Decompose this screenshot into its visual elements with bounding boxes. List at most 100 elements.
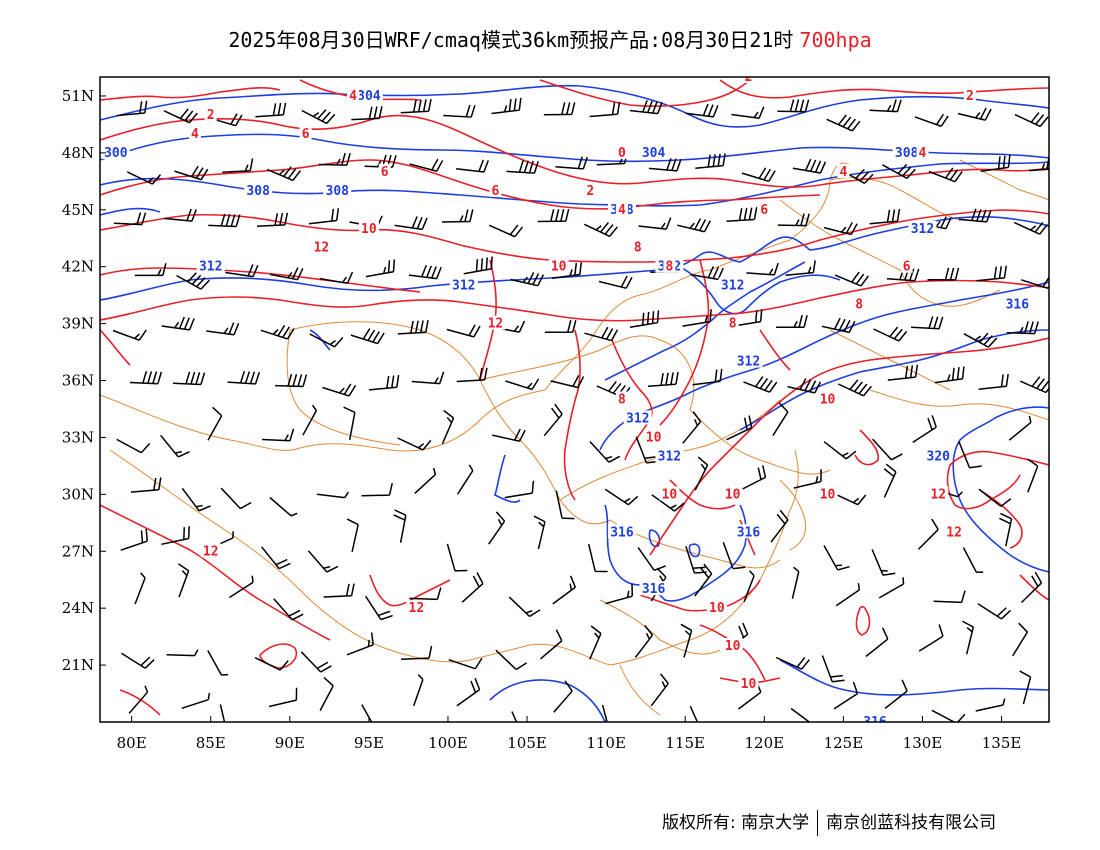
wind-barb (648, 158, 682, 172)
wind-barb-shape (1013, 221, 1048, 235)
temperature-contour-label: 2 (586, 184, 594, 199)
wind-barb (163, 108, 198, 124)
wind-barb-shape (408, 264, 442, 280)
temperature-contour-label-bg (817, 486, 838, 501)
wind-barb (790, 707, 820, 722)
wind-barb (393, 509, 407, 543)
temperature-contour-label-bg (837, 163, 850, 178)
wind-barb-shape (1027, 458, 1039, 493)
wind-barb-shape (837, 379, 872, 397)
wind-barb-shape (833, 681, 859, 710)
wind-barb (689, 705, 715, 722)
wind-barb (161, 526, 190, 546)
temperature-contour-label: 10 (709, 601, 725, 616)
lat-tick-label: 51N (62, 87, 94, 105)
wind-barb-shape (722, 542, 746, 570)
wind-barb-shape (492, 428, 526, 442)
wind-barb-shape (172, 371, 206, 386)
wind-barb (177, 563, 190, 598)
wind-barb-shape (629, 100, 663, 115)
wind-barb-shape (261, 428, 295, 442)
temperature-contour-label-bg (299, 125, 312, 140)
wind-barb (254, 657, 289, 671)
height-contour-label: 316 (863, 715, 887, 730)
wind-barb-shape (409, 587, 442, 601)
wind-barb (346, 632, 374, 656)
wind-barb (963, 332, 998, 348)
wind-barb-shape (977, 603, 1011, 620)
wind-barb-shape (128, 685, 149, 714)
lat-tick-label: 36N (62, 372, 94, 390)
temperature-contour-label-bg (347, 87, 360, 102)
wind-barb-shape (456, 159, 489, 173)
temperature-contour-label: 12 (488, 317, 504, 332)
wind-barb (181, 487, 211, 512)
height-contour-label-bg (607, 524, 636, 539)
wind-barb-shape (491, 97, 522, 115)
wind-barb-shape (208, 213, 241, 228)
height-contour-label: 300 (104, 146, 128, 161)
wind-barb (770, 509, 789, 543)
temperature-contour-label-bg (548, 258, 569, 273)
wind-barb (350, 328, 385, 345)
wind-barb-shape (269, 267, 304, 281)
temperature-contour-label: 6 (903, 260, 911, 275)
wind-barb (962, 620, 975, 655)
wind-barb-shape (963, 332, 998, 348)
wind-barbs (112, 97, 1049, 722)
wind-barb-shape (650, 673, 669, 707)
wind-barb (980, 154, 1011, 172)
wind-barb (308, 208, 340, 225)
wind-barb (261, 546, 291, 570)
wind-barb-shape (222, 158, 254, 174)
wind-barb (872, 438, 903, 461)
wind-barb-shape (505, 378, 540, 391)
wind-barb (692, 368, 723, 386)
wind-barb (865, 627, 889, 658)
wind-barb-shape (309, 333, 344, 348)
wind-barb (589, 101, 621, 118)
wind-barb-shape (488, 224, 524, 238)
wind-barb-shape (161, 526, 190, 546)
wind-barb-shape (918, 624, 944, 652)
wind-barb (793, 469, 822, 489)
wind-barb-shape (112, 329, 147, 341)
wind-barb-shape (364, 154, 397, 168)
wind-barb-shape (775, 656, 810, 670)
wind-barb (647, 371, 679, 388)
height-contour-label-bg (639, 144, 668, 159)
height-contour-label: 320 (927, 449, 951, 464)
wind-barb (772, 402, 789, 437)
wind-barb-shape (409, 158, 444, 172)
temperature-contour-label: 4 (349, 89, 357, 104)
wind-barb-shape (441, 209, 474, 223)
wind-barb (914, 113, 949, 127)
wind-barb (361, 482, 393, 497)
lat-tick-label: 33N (62, 428, 94, 446)
wind-barb (456, 677, 481, 707)
wind-barb-shape (456, 464, 474, 495)
wind-barb-shape (550, 375, 585, 389)
lat-tick-label: 24N (62, 599, 94, 617)
wind-barb (456, 464, 474, 495)
wind-barb-shape (777, 99, 810, 113)
lon-tick-label: 125E (824, 734, 864, 752)
height-contour-label-bg (892, 144, 921, 159)
wind-barb-shape (346, 632, 374, 656)
wind-barb-shape (917, 518, 939, 550)
wind-barb (130, 477, 162, 493)
temperature-contour-label-bg (358, 220, 379, 235)
wind-barb (302, 404, 318, 436)
wind-barb (740, 465, 767, 491)
wind-barb-shape (206, 322, 240, 336)
wind-barb-shape (307, 550, 339, 573)
wind-barb-shape (821, 317, 856, 334)
height-contour-label-bg (354, 87, 383, 102)
wind-barb-shape (793, 469, 822, 489)
wind-barb-shape (120, 528, 148, 551)
height-contour-label-bg (244, 182, 273, 197)
wind-barb (975, 698, 1006, 712)
temperature-contour-label-bg (944, 524, 965, 539)
wind-barb-shape (220, 487, 252, 510)
wind-barb (543, 102, 576, 116)
